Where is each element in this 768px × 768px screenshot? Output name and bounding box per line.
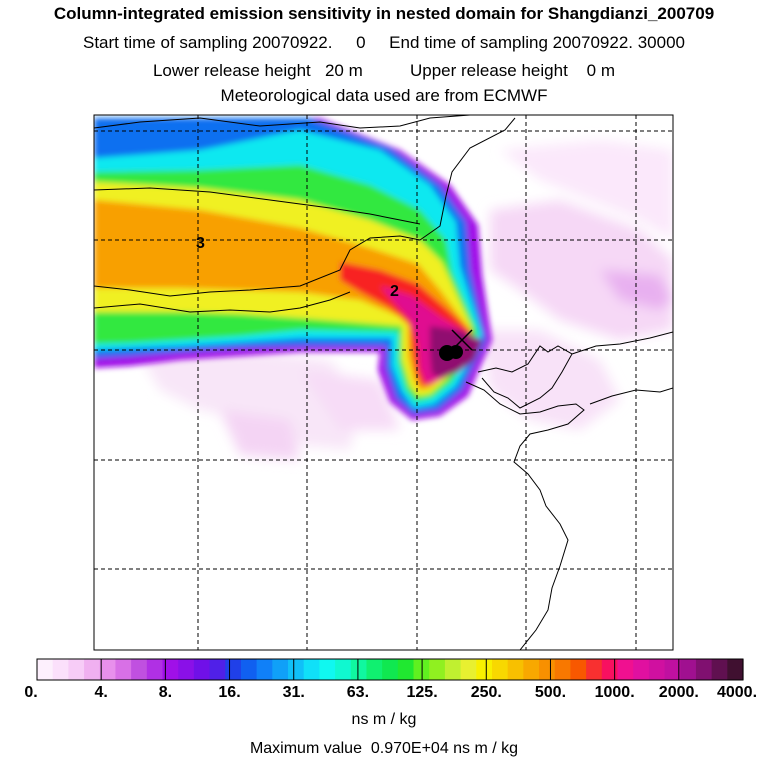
- receptor-cross-marker: [451, 329, 473, 351]
- colorbar-cell: [429, 659, 446, 680]
- colorbar-frame: [36, 658, 744, 681]
- colorbar-tick-label: 2000.: [658, 684, 699, 701]
- plume-band-orange: [94, 200, 470, 390]
- colorbar-cell: [460, 659, 477, 680]
- colorbar-cell: [209, 659, 226, 680]
- met-data-line: Meteorological data used are from ECMWF: [220, 86, 548, 105]
- colorbar-cell: [633, 659, 650, 680]
- colorbar-cell: [648, 659, 666, 680]
- release-height-line: Lower release height 20 m Upper release …: [152, 61, 616, 80]
- colorbar-cell: [350, 659, 368, 680]
- colorbar-cell: [444, 659, 462, 680]
- colorbar-cells: [37, 659, 744, 680]
- colorbar-cell: [240, 659, 258, 680]
- colorbar-tick-label: 63.: [346, 684, 370, 701]
- receptor-site: [439, 329, 473, 361]
- colorbar-cell: [131, 659, 148, 680]
- graticule: [94, 115, 673, 650]
- colorbar-tick-label: 250.: [470, 684, 502, 701]
- colorbar-tick-label: 4000.: [716, 684, 758, 701]
- colorbar-cell: [272, 659, 289, 680]
- colorbar-cell: [539, 659, 556, 680]
- plot-title: Column-integrated emission sensitivity i…: [53, 4, 715, 23]
- colorbar-tick-label: 500.: [534, 684, 567, 701]
- colorbar-cell: [476, 659, 493, 680]
- colorbar-cell: [303, 659, 320, 680]
- colorbar-cell: [727, 659, 744, 680]
- colorbar-cell: [491, 659, 509, 680]
- colorbar-units: ns m / kg: [351, 711, 417, 728]
- colorbar-cell: [695, 659, 713, 680]
- sampling-time-line: Start time of sampling 20070922. 0 End t…: [83, 33, 685, 52]
- colorbar-cell: [84, 659, 101, 680]
- colorbar-cell: [256, 659, 273, 680]
- colorbar-cell: [586, 659, 603, 680]
- colorbar-cell: [146, 659, 164, 680]
- colorbar-cell: [507, 659, 524, 680]
- colorbar-tick-label: 4.: [94, 684, 108, 701]
- colorbar-cell: [115, 659, 132, 680]
- colorbar-cell: [335, 659, 352, 680]
- colorbar-cell: [99, 659, 117, 680]
- colorbar-tick-label: 125.: [406, 684, 438, 701]
- colorbar-cell: [554, 659, 572, 680]
- colorbar-cell: [601, 659, 619, 680]
- contour-label-3: 3: [196, 235, 205, 252]
- colorbar-cell: [523, 659, 540, 680]
- colorbar-cell: [162, 659, 179, 680]
- maximum-value-text: Maximum value 0.970E+04 ns m / kg: [249, 740, 519, 757]
- low-sensitivity-patches: [140, 140, 673, 460]
- coastlines: [94, 115, 673, 650]
- colorbar-cell: [319, 659, 336, 680]
- colorbar-cell: [664, 659, 681, 680]
- colorbar-cell: [52, 659, 69, 680]
- colorbar-cell: [680, 659, 697, 680]
- colorbar-cell: [382, 659, 399, 680]
- colorbar-cell: [570, 659, 587, 680]
- colorbar-cell: [68, 659, 85, 680]
- colorbar-tick-label: 0.: [24, 684, 38, 701]
- colorbar-cell: [711, 659, 728, 680]
- colorbar-tick-label: 16.: [218, 684, 241, 701]
- colorbar-cell: [225, 659, 242, 680]
- map-frame: [93, 114, 674, 651]
- colorbar-cell: [193, 659, 211, 680]
- colorbar-cell: [288, 659, 305, 680]
- colorbar-cell: [366, 659, 383, 680]
- colorbar-tick-label: 8.: [158, 684, 173, 701]
- colorbar-tick-label: 1000.: [594, 684, 635, 701]
- contour-label-2: 2: [390, 283, 399, 300]
- colorbar-cell: [178, 659, 195, 680]
- colorbar-tick-label: 31.: [282, 684, 305, 701]
- plume-bands: [94, 118, 492, 420]
- colorbar-cell: [397, 659, 415, 680]
- colorbar-cell: [37, 659, 54, 680]
- colorbar-cell: [617, 659, 634, 680]
